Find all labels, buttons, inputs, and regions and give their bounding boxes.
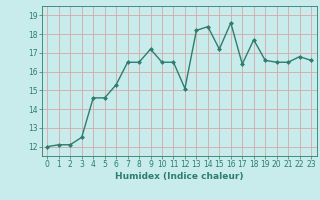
X-axis label: Humidex (Indice chaleur): Humidex (Indice chaleur) [115, 172, 244, 181]
